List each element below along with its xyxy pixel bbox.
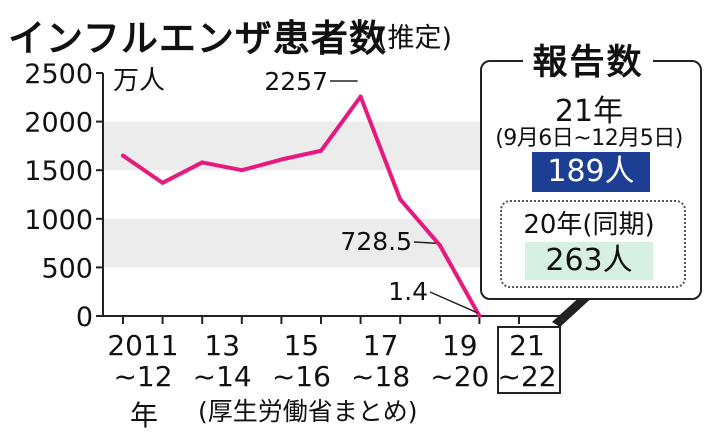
previous-box	[500, 200, 686, 288]
data-point	[358, 94, 363, 99]
data-point	[398, 197, 403, 202]
data-label: 728.5	[340, 227, 412, 256]
current-value-badge: 189人	[532, 152, 650, 192]
chart-subtitle: (推定)	[377, 23, 453, 54]
data-point	[477, 313, 482, 318]
data-point	[279, 157, 284, 162]
chart-title: インフルエンザ患者数	[8, 17, 387, 60]
x-tick-label: 21	[509, 329, 545, 362]
y-axis-unit: 万人	[113, 66, 166, 96]
y-tick-label: 1000	[24, 205, 93, 236]
x-tick-label: 15	[284, 329, 320, 362]
data-point	[437, 243, 442, 248]
x-tick-label: ~18	[351, 360, 410, 393]
data-point	[121, 153, 125, 158]
x-tick-label: ~22	[497, 360, 556, 393]
series-line	[121, 94, 482, 318]
x-axis-year-label: 年	[130, 399, 159, 432]
data-point	[239, 168, 244, 173]
panel-pointer	[552, 294, 596, 327]
x-tick-label: ~12	[113, 360, 172, 393]
x-tick-label: 17	[363, 329, 399, 362]
highlight-box-21-22	[497, 326, 561, 394]
x-tick-label: ~20	[430, 360, 489, 393]
y-tick-label: 2000	[24, 108, 93, 139]
data-label-leader	[429, 291, 478, 314]
panel-title: 報告数	[523, 34, 653, 85]
x-tick-label: ~16	[272, 360, 331, 393]
data-point	[160, 180, 165, 185]
data-label: 1.4	[388, 277, 428, 306]
y-tick-label: 500	[41, 253, 93, 284]
y-tick-label: 0	[76, 302, 93, 333]
previous-value-badge: 263人	[525, 242, 653, 280]
data-label-leader	[413, 241, 436, 244]
y-tick-label: 1500	[24, 156, 93, 187]
current-year: 21年	[554, 94, 624, 129]
x-tick-label: 19	[442, 329, 478, 362]
previous-label: 20年(同期)	[523, 210, 655, 240]
x-tick-label: 13	[204, 329, 240, 362]
x-tick-label: 2011	[107, 329, 178, 362]
source-note: (厚生労働省まとめ)	[198, 397, 418, 426]
data-point	[319, 148, 323, 153]
current-period: (9月6日~12月5日)	[495, 126, 683, 151]
data-label: 2257	[264, 67, 328, 96]
x-tick-label: ~14	[193, 360, 252, 393]
y-tick-label: 2500	[24, 59, 93, 90]
data-point	[200, 160, 205, 165]
